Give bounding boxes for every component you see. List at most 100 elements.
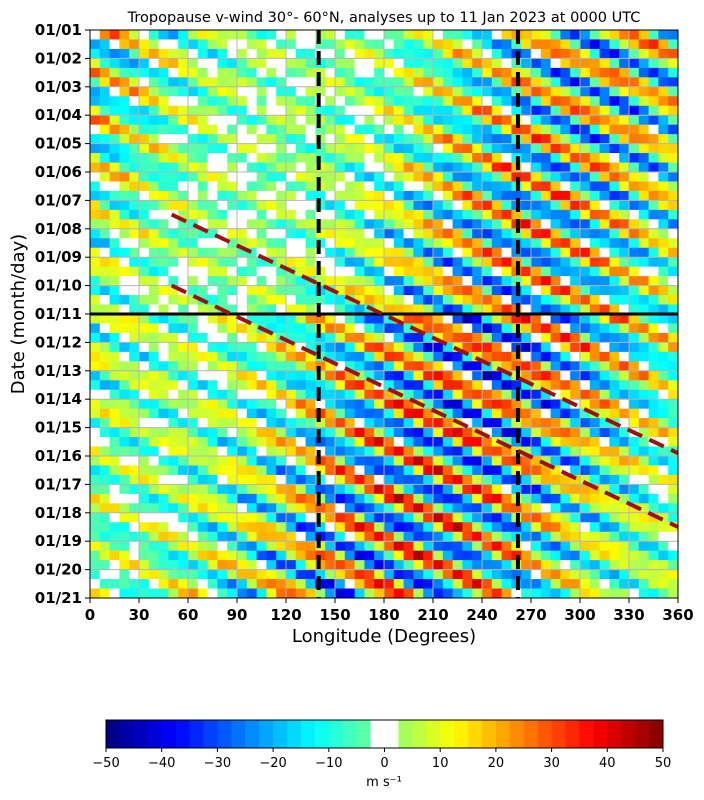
heatmap-cell [178,153,189,164]
heatmap-cell [354,285,365,296]
heatmap-cell [442,30,454,41]
heatmap-cell [482,153,493,164]
heatmap-cell [129,96,140,107]
heatmap-cell [384,266,395,277]
heatmap-cell [403,503,414,514]
heatmap-cell [148,304,160,315]
heatmap-cell [188,247,199,258]
heatmap-cell [658,560,669,571]
heatmap-cell [374,124,385,135]
heatmap-cell [442,361,454,372]
heatmap-cell [335,143,346,154]
heatmap-cell [589,418,601,429]
heatmap-cell [139,550,150,561]
heatmap-cell [570,162,581,173]
heatmap-cell [286,86,297,97]
heatmap-cell [90,332,101,343]
heatmap-cell [648,86,659,97]
heatmap-cell [589,247,601,258]
colorbar-cell [398,720,413,748]
heatmap-cell [246,257,258,268]
heatmap-cell [648,30,659,41]
heatmap-cell [178,190,189,201]
heatmap-cell [540,456,552,467]
heatmap-cell [433,190,444,201]
heatmap-cell [227,531,238,542]
heatmap-cell [629,238,640,249]
heatmap-cell [276,266,287,277]
heatmap-cell [276,408,287,419]
heatmap-cell [501,437,512,448]
heatmap-cell [148,162,160,173]
heatmap-cell [570,67,581,78]
heatmap-cell [354,531,365,542]
heatmap-cell [344,228,356,239]
heatmap-cell [335,361,346,372]
heatmap-cell [325,247,336,258]
heatmap-cell [609,228,620,239]
heatmap-cell [207,134,218,145]
heatmap-cell [315,522,326,533]
colorbar-tick-label: 40 [599,756,616,771]
heatmap-cell [354,219,365,230]
heatmap-cell [452,579,463,590]
heatmap-cell [462,276,473,287]
heatmap-cell [99,172,111,183]
heatmap-cell [246,314,258,325]
heatmap-cell [109,67,120,78]
colorbar-cell [147,720,163,748]
heatmap-cell [148,58,160,69]
heatmap-cell [462,257,473,268]
heatmap-cell [246,115,258,126]
heatmap-cell [609,541,620,552]
colorbar-cell [217,720,232,748]
heatmap-cell [638,200,650,211]
heatmap-cell [168,370,179,381]
heatmap-cell [188,446,199,457]
heatmap-cell [609,503,620,514]
heatmap-cell [148,579,160,590]
heatmap-cell [491,484,503,495]
heatmap-cell [374,209,385,220]
heatmap-cell [619,77,630,88]
heatmap-cell [109,162,120,173]
heatmap-cell [472,314,483,325]
x-tick-label: 360 [662,606,693,624]
heatmap-cell [335,579,346,590]
heatmap-cell [521,276,532,287]
heatmap-cell [599,484,610,495]
heatmap-cell [531,162,542,173]
heatmap-cell [580,569,591,580]
heatmap-cell [472,456,483,467]
heatmap-cell [266,531,277,542]
heatmap-cell [423,522,434,533]
heatmap-cell [129,295,140,306]
heatmap-cell [148,380,160,391]
heatmap-cell [629,295,640,306]
heatmap-cell [109,190,120,201]
heatmap-cell [295,143,307,154]
heatmap-cell [560,209,571,220]
heatmap-cell [423,257,434,268]
heatmap-cell [550,124,561,135]
heatmap-cell [354,266,365,277]
heatmap-cell [246,105,258,116]
heatmap-cell [482,276,493,287]
heatmap-cell [668,465,678,476]
heatmap-cell [413,531,424,542]
heatmap-cell [90,437,101,448]
heatmap-cell [227,134,238,145]
heatmap-cell [246,531,258,542]
heatmap-cell [305,96,316,107]
heatmap-cell [452,389,463,400]
heatmap-cell [246,295,258,306]
heatmap-cell [580,181,591,192]
heatmap-cell [178,96,189,107]
heatmap-cell [335,503,346,514]
heatmap-cell [188,219,199,230]
heatmap-cell [286,531,297,542]
heatmap-cell [393,503,405,514]
colorbar-cell [189,720,204,748]
heatmap-cell [197,323,209,334]
heatmap-cell [158,342,169,353]
